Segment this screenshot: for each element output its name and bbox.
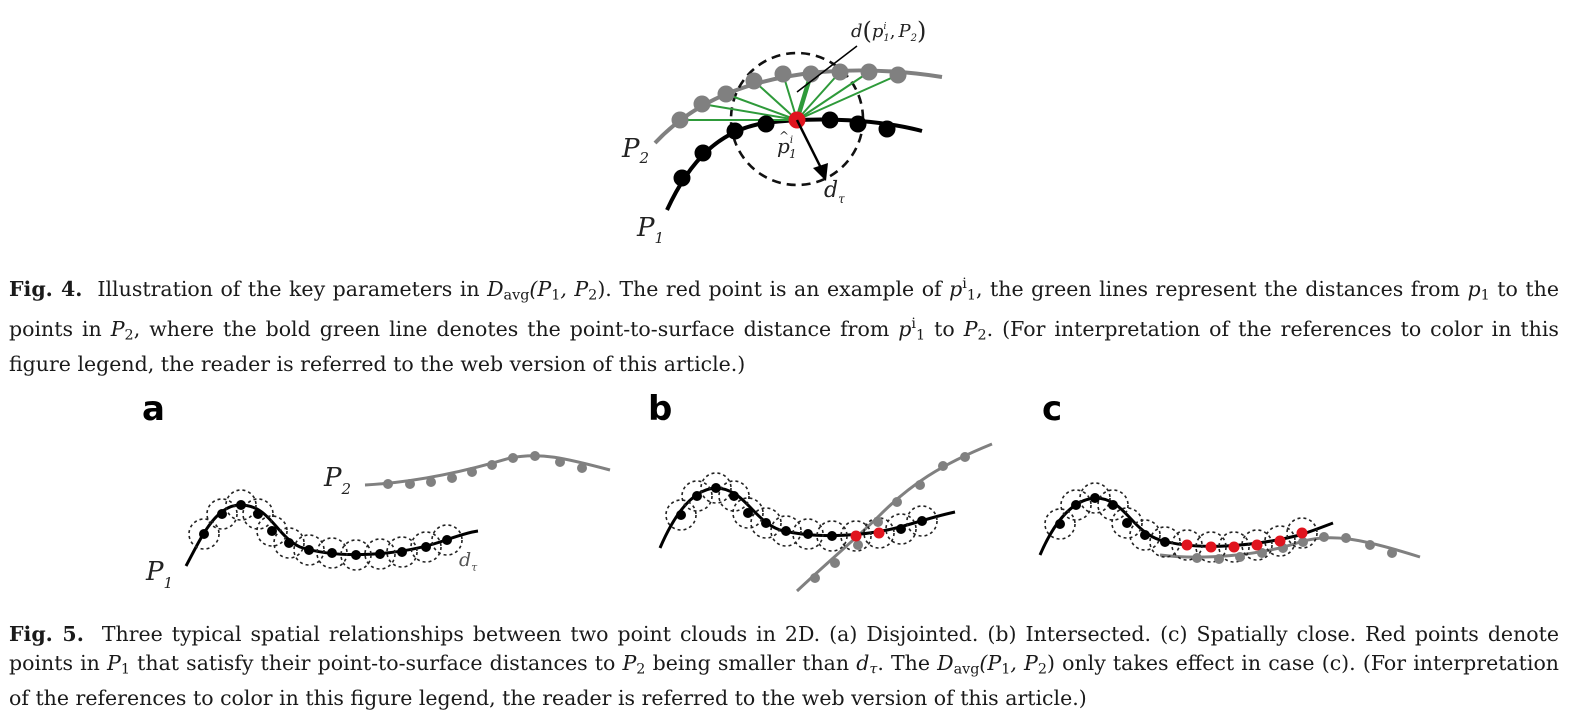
dtau-arrow — [795, 119, 824, 171]
panel-c — [1038, 482, 1421, 564]
distance-lines — [680, 71, 899, 121]
fig5-caption-label: Fig. 5. — [9, 622, 84, 646]
p2-points — [671, 63, 907, 129]
fig4-caption-label: Fig. 4. — [9, 276, 83, 301]
arrowhead-icon — [813, 163, 828, 181]
label-a-p2: P2 — [323, 463, 351, 498]
p1-points — [673, 111, 896, 187]
figure-5: a b c P2 P1 dτ — [142, 389, 1421, 593]
figure-4: P2 P1 pi 1 ^ dτ d(pi 1, P2) — [621, 17, 943, 247]
label-phat: pi 1 — [777, 134, 797, 161]
panel-a: P2 P1 dτ — [145, 451, 611, 592]
leader-line — [796, 45, 858, 93]
fig5-caption: Fig. 5. Three typical spatial relationsh… — [9, 622, 1559, 710]
label-a-p1: P1 — [145, 557, 173, 592]
label-dtau: dτ — [824, 178, 845, 206]
panel-label-b: b — [648, 389, 672, 429]
panel-label-a: a — [142, 389, 165, 429]
label-p2: P2 — [621, 134, 649, 167]
panel-label-c: c — [1042, 389, 1062, 429]
phat-hat: ^ — [779, 129, 789, 143]
panel-b — [658, 442, 993, 593]
label-distance: d(pi 1, P2) — [851, 17, 926, 45]
threshold-rings — [188, 489, 463, 571]
label-a-dtau: dτ — [459, 549, 478, 574]
fig4-caption: Fig. 4. Illustration of the key paramete… — [9, 276, 1559, 376]
label-p1: P1 — [636, 213, 664, 247]
